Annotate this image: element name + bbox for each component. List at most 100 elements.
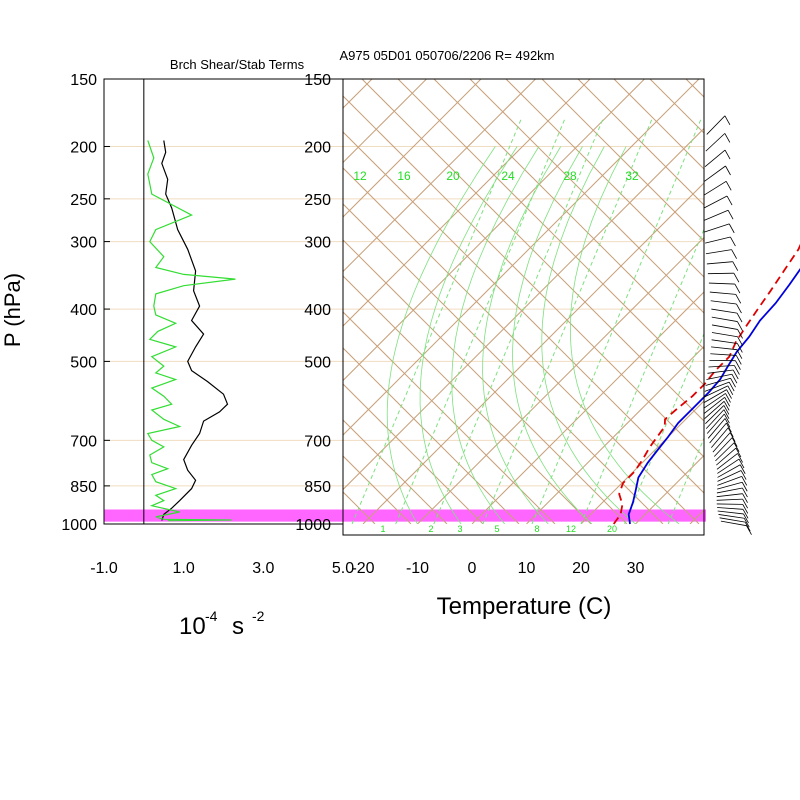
wind-barb-flag: [724, 133, 731, 143]
temperature-tick-label: -20: [351, 560, 374, 577]
wind-barb-flag: [733, 272, 740, 283]
wind-barb-flag: [743, 518, 750, 528]
adiabat-line: [343, 311, 556, 524]
adiabat-line: [343, 131, 704, 494]
adiabat-line: [0, 79, 231, 524]
wind-barb-flag: [741, 482, 748, 492]
wind-barb-shaft: [711, 316, 738, 322]
right-pressure-label: 250: [304, 192, 331, 209]
wind-barb-shaft: [711, 339, 738, 344]
mixing-ratio-top-label: 16: [397, 169, 411, 183]
wind-barb-flag: [735, 355, 742, 365]
moist-adiabat-line: [512, 146, 593, 524]
adiabat-line: [722, 79, 800, 524]
wind-barb-flag: [723, 409, 730, 419]
wind-barb-shaft: [704, 385, 728, 398]
isotherm-line: [343, 79, 645, 382]
isotherm-line: [362, 182, 704, 524]
wind-barb-shaft: [703, 195, 728, 209]
moist-adiabat-line: [541, 146, 636, 524]
right-pressure-label: 700: [304, 433, 331, 450]
wind-barb-flag: [727, 210, 734, 220]
isotherm-line: [343, 79, 536, 273]
wind-barb-flag: [742, 509, 749, 519]
mixing-ratio-top-label: 24: [501, 169, 515, 183]
isobar-lines: [104, 145, 704, 487]
wind-barb-flag: [735, 294, 742, 304]
wind-barb-shaft: [715, 442, 735, 462]
mixing-ratio-top-label: 12: [353, 169, 367, 183]
wind-barb-flag: [742, 493, 748, 503]
wind-barb-shaft: [713, 437, 733, 457]
left-pressure-label: 200: [70, 139, 97, 156]
temperature-tick-label: 20: [572, 560, 590, 577]
wind-barb-shaft: [712, 432, 731, 453]
wind-barbs: [703, 115, 752, 535]
wind-barb-flag: [743, 513, 749, 524]
wind-barb-flag: [737, 343, 743, 353]
wind-barb-flag: [730, 378, 736, 388]
mixing-ratio-line: [433, 118, 604, 524]
adiabat-line: [541, 79, 704, 242]
wind-barb-shaft: [705, 249, 732, 255]
wind-barb-flag: [724, 115, 731, 126]
adiabat-line: [505, 79, 704, 278]
isotherm-line: [0, 79, 263, 524]
temperature-axis-label: Temperature (C): [437, 593, 612, 620]
mixing-ratio-bottom-label: 5: [494, 524, 499, 534]
wind-barb-flag: [733, 442, 740, 452]
wind-barb-shaft: [710, 300, 737, 305]
wind-barb-flag: [736, 303, 742, 314]
adiabat-line: [397, 79, 704, 386]
isotherm-line: [745, 79, 800, 524]
wind-barb-flag: [726, 195, 733, 206]
wind-barb-flag: [737, 329, 743, 339]
temperature-tick-label: 10: [518, 560, 536, 577]
mixing-ratio-top-label: 20: [446, 169, 460, 183]
isotherm-line: [417, 236, 704, 524]
wind-barb-shaft: [708, 282, 735, 285]
wind-barb-flag: [725, 393, 731, 403]
wind-barb-shaft: [717, 481, 743, 490]
isotherm-line: [580, 400, 704, 524]
wind-barb-flag: [728, 381, 735, 392]
right-panel-frame: [342, 78, 705, 536]
adiabat-line: [469, 79, 704, 314]
wind-barb-shaft: [711, 324, 738, 330]
temperature-profile-line: [627, 268, 800, 525]
wind-barb-shaft: [718, 514, 745, 519]
wind-barb-shaft: [706, 261, 733, 265]
wind-barb-shaft: [717, 507, 744, 510]
wind-barb-flag: [740, 470, 747, 480]
unit-exp1: -4: [205, 608, 218, 624]
wind-barb-shaft: [706, 373, 733, 380]
wind-barb-flag: [742, 498, 748, 509]
wind-barb-flag: [735, 360, 741, 370]
isotherm-line: [343, 79, 591, 327]
wind-barb-flag: [726, 422, 732, 433]
mixing-ratio-bottom-label: 1: [380, 524, 385, 534]
wind-barb-flag: [726, 389, 732, 399]
adiabat-line: [794, 79, 800, 524]
mixing-ratio-line: [351, 118, 522, 524]
left-x-tick-label: 3.0: [252, 560, 274, 577]
wind-barb-flag: [731, 437, 738, 447]
panel-frames: [103, 78, 705, 536]
wind-barb-shaft: [717, 464, 741, 478]
wind-barb-shaft: [707, 418, 726, 439]
wind-barb-flag: [723, 405, 730, 415]
right-pressure-label: 150: [304, 72, 331, 89]
left-panel-title: Brch Shear/Stab Terms: [170, 57, 305, 72]
wind-barb-flag: [730, 236, 736, 247]
adiabat-line: [343, 275, 592, 524]
wind-barb-flag: [731, 249, 737, 259]
wind-barb-shaft: [704, 223, 730, 233]
right-pressure-label: 850: [304, 479, 331, 496]
unit-s: s: [232, 613, 244, 640]
wind-barb-flag: [727, 427, 734, 437]
wind-barb-flag: [723, 401, 730, 411]
adiabat-line: [613, 79, 704, 170]
stability-profile-line: [146, 140, 236, 522]
left-pressure-label: 400: [70, 302, 97, 319]
adiabat-line: [343, 347, 520, 524]
